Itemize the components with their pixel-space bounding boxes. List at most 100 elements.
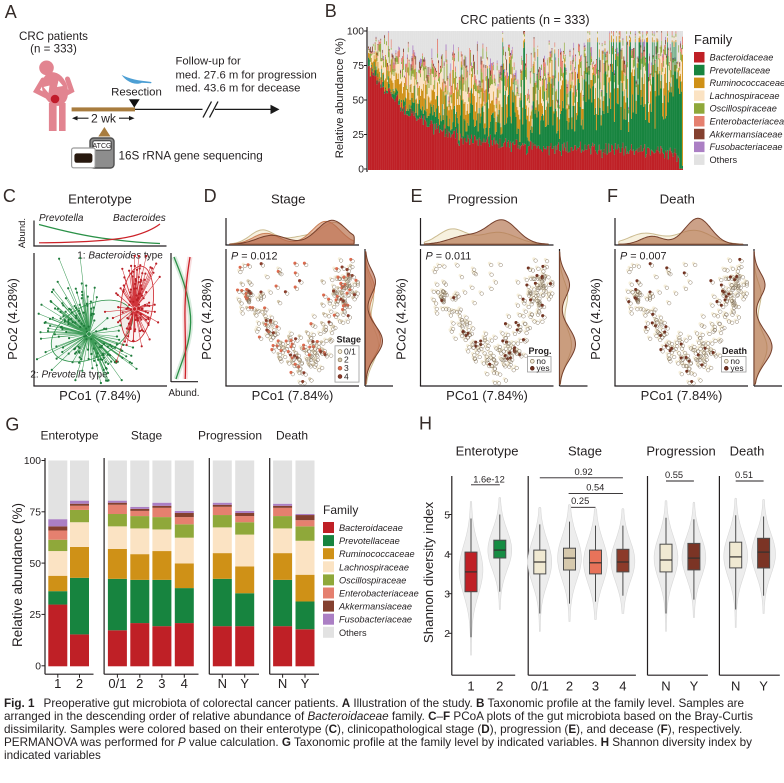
svg-text:25: 25 bbox=[30, 610, 42, 621]
svg-text:Death: Death bbox=[276, 429, 308, 443]
svg-text:N: N bbox=[731, 679, 740, 694]
svg-text:Death: Death bbox=[722, 346, 747, 356]
svg-text:N: N bbox=[218, 676, 227, 691]
svg-text:Stage: Stage bbox=[131, 429, 163, 443]
svg-text:N: N bbox=[278, 676, 287, 691]
svg-text:1: 1 bbox=[54, 676, 61, 691]
svg-text:Resection: Resection bbox=[111, 87, 162, 99]
svg-text:G: G bbox=[5, 415, 19, 435]
svg-text:0/1: 0/1 bbox=[531, 679, 549, 694]
svg-text:Stage: Stage bbox=[337, 335, 362, 345]
svg-text:P = 0.012: P = 0.012 bbox=[231, 251, 278, 263]
svg-text:Y: Y bbox=[690, 679, 699, 694]
svg-text:Enterotype: Enterotype bbox=[68, 192, 132, 207]
svg-text:Bacteroidaceae: Bacteroidaceae bbox=[710, 53, 774, 63]
svg-text:4: 4 bbox=[619, 679, 626, 694]
svg-text:Enterobacteriaceae: Enterobacteriaceae bbox=[710, 117, 784, 127]
svg-text:0.51: 0.51 bbox=[735, 470, 753, 480]
svg-text:PCo1 (7.84%): PCo1 (7.84%) bbox=[59, 388, 141, 403]
svg-text:Abund.: Abund. bbox=[17, 218, 28, 248]
svg-text:2: 2 bbox=[76, 676, 83, 691]
svg-text:Fusobacteriaceae: Fusobacteriaceae bbox=[710, 142, 783, 152]
svg-text:yes: yes bbox=[730, 363, 743, 373]
svg-text:PCo1 (7.84%): PCo1 (7.84%) bbox=[252, 388, 334, 403]
svg-text:Prevotella: Prevotella bbox=[39, 213, 84, 224]
svg-text:A: A bbox=[5, 2, 17, 22]
svg-text:Enterotype: Enterotype bbox=[40, 429, 98, 443]
svg-text:PCo2 (4.28%): PCo2 (4.28%) bbox=[5, 278, 20, 360]
svg-text:Shannon diversity index: Shannon diversity index bbox=[421, 502, 436, 644]
svg-text:Oscillospiraceae: Oscillospiraceae bbox=[339, 575, 406, 585]
svg-text:4: 4 bbox=[181, 676, 188, 691]
svg-text:Progression: Progression bbox=[646, 444, 715, 459]
svg-text:Family: Family bbox=[323, 503, 358, 517]
svg-text:0.54: 0.54 bbox=[586, 483, 604, 493]
svg-text:3: 3 bbox=[444, 590, 450, 601]
svg-text:Lachnospiraceae: Lachnospiraceae bbox=[710, 91, 780, 101]
svg-text:Enterotype: Enterotype bbox=[456, 444, 519, 459]
svg-text:5: 5 bbox=[444, 510, 450, 521]
svg-text:CRC patients (n = 333): CRC patients (n = 333) bbox=[460, 13, 589, 27]
svg-text:PCo1 (7.84%): PCo1 (7.84%) bbox=[446, 388, 528, 403]
svg-text:C: C bbox=[3, 186, 16, 206]
svg-text:(n = 333): (n = 333) bbox=[30, 43, 77, 56]
svg-text:Death: Death bbox=[660, 192, 695, 207]
svg-text:25: 25 bbox=[353, 130, 365, 141]
svg-text:2: 2 bbox=[344, 355, 349, 365]
svg-text:2 wk: 2 wk bbox=[91, 111, 117, 125]
svg-text:N: N bbox=[661, 679, 670, 694]
svg-text:1: Bacteroides type: 1: Bacteroides type bbox=[77, 251, 163, 262]
svg-text:1: 1 bbox=[467, 679, 474, 694]
svg-text:Relative abundance (%): Relative abundance (%) bbox=[10, 503, 25, 647]
svg-text:PCo2 (4.28%): PCo2 (4.28%) bbox=[394, 278, 409, 360]
svg-text:D: D bbox=[204, 186, 217, 206]
svg-text:Stage: Stage bbox=[568, 444, 602, 459]
svg-text:2: Prevotella type: 2: Prevotella type bbox=[30, 370, 108, 381]
svg-text:med. 43.6 m for decease: med. 43.6 m for decease bbox=[176, 83, 301, 95]
svg-text:Prevotellaceae: Prevotellaceae bbox=[710, 65, 771, 75]
svg-text:Progression: Progression bbox=[448, 192, 518, 207]
svg-text:F: F bbox=[607, 186, 618, 206]
svg-text:Death: Death bbox=[730, 444, 765, 459]
svg-text:50: 50 bbox=[30, 559, 42, 570]
svg-text:1.6e-12: 1.6e-12 bbox=[473, 474, 505, 484]
svg-text:ATCG: ATCG bbox=[93, 143, 112, 150]
svg-text:med. 27.6 m for progression: med. 27.6 m for progression bbox=[176, 70, 317, 82]
svg-text:50: 50 bbox=[353, 96, 365, 107]
svg-text:Others: Others bbox=[339, 628, 367, 638]
svg-text:Prevotellaceae: Prevotellaceae bbox=[339, 536, 400, 546]
svg-text:3: 3 bbox=[592, 679, 599, 694]
svg-text:Y: Y bbox=[240, 676, 249, 691]
svg-text:2: 2 bbox=[444, 629, 450, 640]
svg-text:Ruminococcaceae: Ruminococcaceae bbox=[710, 78, 784, 88]
svg-text:16S rRNA gene sequencing: 16S rRNA gene sequencing bbox=[119, 150, 263, 163]
svg-text:0/1: 0/1 bbox=[344, 346, 356, 356]
svg-text:B: B bbox=[325, 1, 337, 21]
svg-text:Prog.: Prog. bbox=[529, 346, 552, 356]
svg-text:0/1: 0/1 bbox=[108, 676, 126, 691]
svg-text:Bacteroides: Bacteroides bbox=[113, 213, 166, 224]
svg-text:P = 0.011: P = 0.011 bbox=[426, 251, 472, 263]
svg-text:0: 0 bbox=[358, 165, 364, 176]
svg-text:4: 4 bbox=[444, 550, 450, 561]
svg-text:75: 75 bbox=[353, 61, 365, 72]
svg-text:0.55: 0.55 bbox=[665, 470, 683, 480]
svg-text:H: H bbox=[419, 414, 432, 434]
svg-text:75: 75 bbox=[30, 508, 42, 519]
svg-text:P = 0.007: P = 0.007 bbox=[620, 251, 667, 263]
svg-text:0: 0 bbox=[35, 661, 41, 672]
svg-text:0.92: 0.92 bbox=[575, 467, 593, 477]
svg-text:3: 3 bbox=[344, 363, 349, 373]
svg-text:100: 100 bbox=[24, 456, 41, 467]
svg-text:4: 4 bbox=[344, 371, 349, 381]
svg-text:Enterobacteriaceae: Enterobacteriaceae bbox=[339, 589, 419, 599]
svg-text:no: no bbox=[730, 356, 740, 366]
svg-text:Akkermansiaceae: Akkermansiaceae bbox=[709, 129, 783, 139]
svg-text:2: 2 bbox=[566, 679, 573, 694]
svg-text:2: 2 bbox=[496, 679, 503, 694]
svg-text:Relative abundance (%): Relative abundance (%) bbox=[334, 37, 346, 158]
svg-text:100: 100 bbox=[347, 27, 364, 38]
svg-text:Follow-up for: Follow-up for bbox=[176, 56, 242, 68]
svg-text:Stage: Stage bbox=[271, 192, 305, 207]
svg-text:Abund.: Abund. bbox=[168, 388, 199, 399]
